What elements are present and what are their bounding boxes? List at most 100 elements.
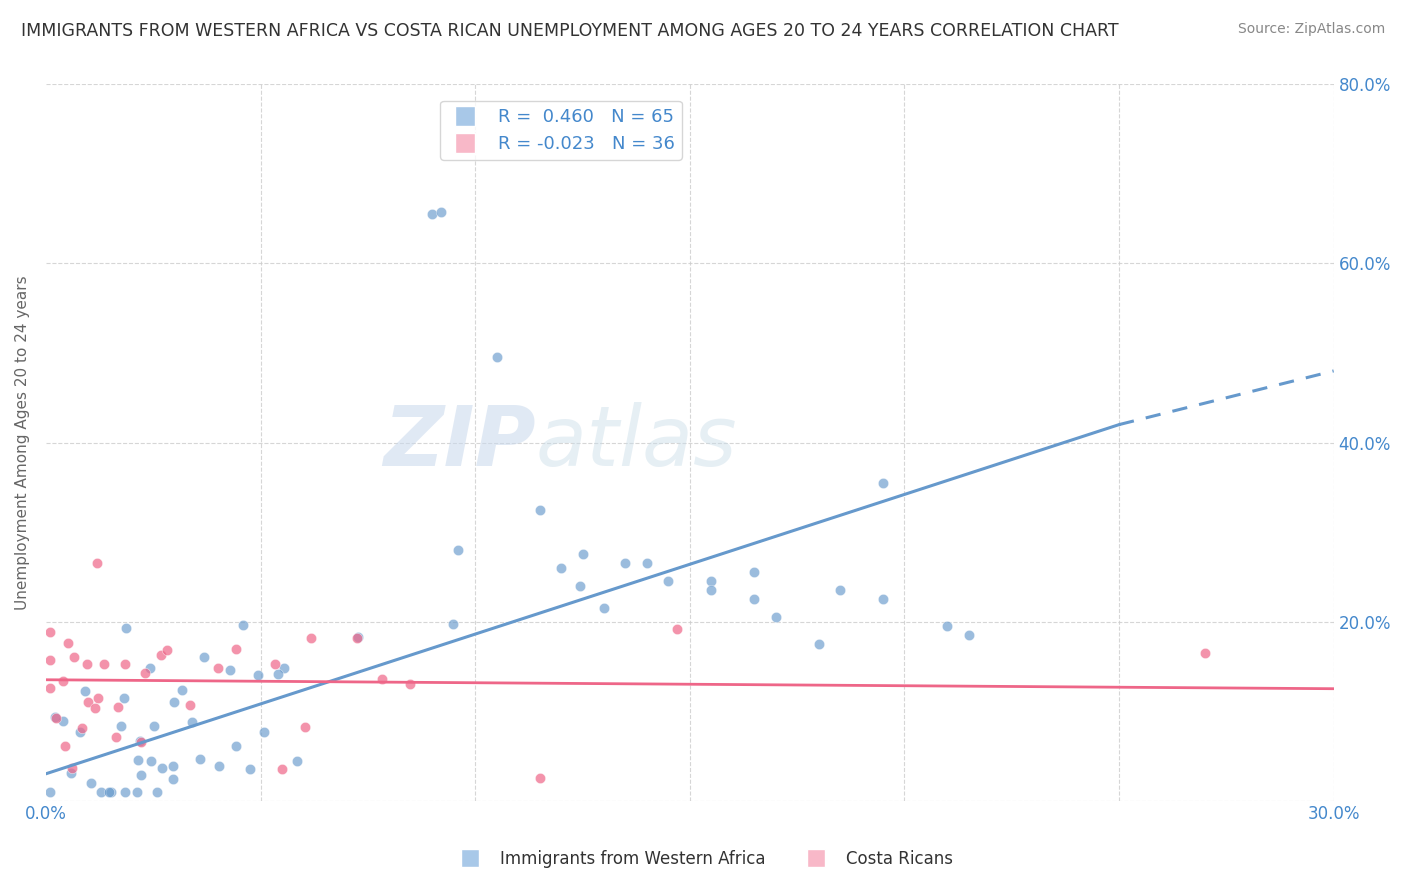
Point <box>162 695 184 709</box>
Point <box>87 690 110 705</box>
Point <box>636 557 658 571</box>
Point <box>131 768 153 782</box>
Point <box>100 785 122 799</box>
Point <box>253 725 276 739</box>
Point <box>52 714 75 728</box>
Point <box>44 711 66 725</box>
Point <box>114 657 136 671</box>
Point <box>70 721 93 735</box>
Point <box>225 642 247 657</box>
Point <box>156 643 179 657</box>
Point <box>149 648 172 662</box>
Point <box>872 475 894 490</box>
Point <box>346 631 368 645</box>
Point <box>569 579 592 593</box>
Point <box>51 673 73 688</box>
Point <box>430 204 453 219</box>
Point <box>90 785 112 799</box>
Point <box>112 691 135 706</box>
Point <box>44 709 66 723</box>
Point <box>263 657 285 672</box>
Point <box>267 667 290 681</box>
Point <box>666 622 689 636</box>
Point <box>86 557 108 571</box>
Legend: R =  0.460   N = 65, R = -0.023   N = 36: R = 0.460 N = 65, R = -0.023 N = 36 <box>440 101 682 160</box>
Point <box>742 566 765 580</box>
Point <box>76 695 98 709</box>
Point <box>219 663 242 677</box>
Point <box>208 759 231 773</box>
Point <box>828 583 851 598</box>
Point <box>93 657 115 672</box>
Point <box>294 721 316 735</box>
Point <box>529 771 551 785</box>
Text: Source: ZipAtlas.com: Source: ZipAtlas.com <box>1237 22 1385 37</box>
Point <box>150 761 173 775</box>
Point <box>146 785 169 799</box>
Point <box>104 730 127 744</box>
Point <box>420 207 443 221</box>
Point <box>172 682 194 697</box>
Point <box>58 636 80 650</box>
Point <box>193 650 215 665</box>
Point <box>571 548 593 562</box>
Point <box>39 681 62 695</box>
Point <box>742 592 765 607</box>
Point <box>39 785 62 799</box>
Point <box>872 592 894 607</box>
Point <box>39 653 62 667</box>
Point <box>447 542 470 557</box>
Point <box>162 758 184 772</box>
Point <box>239 762 262 776</box>
Point <box>134 666 156 681</box>
Point <box>273 661 295 675</box>
Point <box>550 561 572 575</box>
Text: IMMIGRANTS FROM WESTERN AFRICA VS COSTA RICAN UNEMPLOYMENT AMONG AGES 20 TO 24 Y: IMMIGRANTS FROM WESTERN AFRICA VS COSTA … <box>21 22 1119 40</box>
Point <box>398 677 420 691</box>
Legend: Immigrants from Western Africa, Costa Ricans: Immigrants from Western Africa, Costa Ri… <box>447 844 959 875</box>
Point <box>371 673 394 687</box>
Point <box>299 631 322 645</box>
Point <box>39 624 62 639</box>
Point <box>700 574 723 589</box>
Point <box>225 739 247 754</box>
Point <box>84 701 107 715</box>
Point <box>114 785 136 799</box>
Point <box>162 772 184 786</box>
Point <box>53 739 76 753</box>
Point <box>127 753 149 767</box>
Point <box>59 766 82 780</box>
Point <box>129 734 152 748</box>
Point <box>247 667 270 681</box>
Point <box>614 557 637 571</box>
Point <box>115 621 138 635</box>
Point <box>143 719 166 733</box>
Point <box>76 657 98 672</box>
Point <box>441 617 464 632</box>
Point <box>700 583 723 598</box>
Point <box>75 684 97 698</box>
Point <box>285 755 308 769</box>
Point <box>181 715 204 730</box>
Point <box>593 601 616 615</box>
Y-axis label: Unemployment Among Ages 20 to 24 years: Unemployment Among Ages 20 to 24 years <box>15 276 30 610</box>
Point <box>1194 646 1216 660</box>
Point <box>957 628 980 642</box>
Text: atlas: atlas <box>536 402 737 483</box>
Point <box>69 725 91 739</box>
Point <box>232 617 254 632</box>
Point <box>141 754 163 768</box>
Point <box>936 619 959 633</box>
Point <box>62 650 84 665</box>
Point <box>179 698 201 713</box>
Point <box>529 502 551 516</box>
Point <box>80 775 103 789</box>
Point <box>138 661 160 675</box>
Point <box>271 762 294 776</box>
Point <box>60 761 83 775</box>
Point <box>98 784 121 798</box>
Text: ZIP: ZIP <box>382 402 536 483</box>
Point <box>129 734 152 748</box>
Point <box>347 630 370 644</box>
Point <box>110 719 132 733</box>
